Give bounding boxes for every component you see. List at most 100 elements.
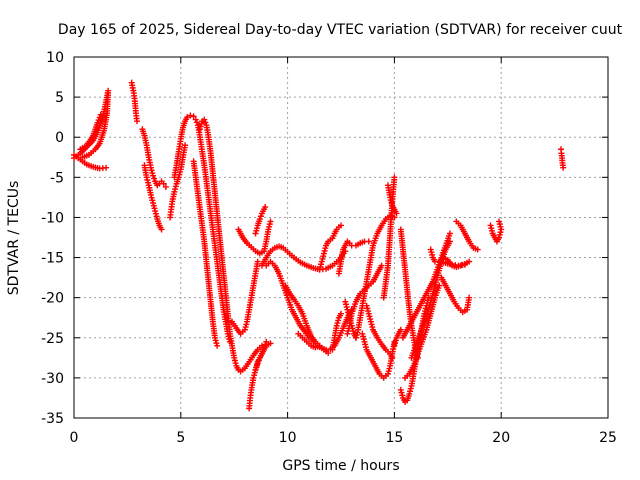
data-point [262,204,269,211]
data-point [338,222,344,229]
y-tick-label: -5 [50,170,64,186]
x-tick-label: 20 [492,430,510,446]
series-track [128,79,141,125]
data-point [190,113,197,120]
grid-lines [74,57,608,418]
data-point [214,342,221,349]
series-track [436,258,468,269]
data-point [150,172,157,179]
series-track [344,262,385,337]
y-tick-label: -15 [41,251,64,267]
series-track [329,310,344,353]
x-tick-label: 0 [70,430,79,446]
data-point [397,326,404,333]
series-track [263,258,355,353]
data-point [267,218,274,225]
data-point [338,310,344,317]
data-point [254,360,261,367]
series-track [141,162,165,233]
series-track [399,230,453,341]
data-point [103,164,110,171]
data-point [466,294,473,301]
axis-ticks: 10 5 0 -5 -10 -15 -20 -25 -30 -35 0 5 10 15 20 25 [41,50,617,446]
series-track [359,330,398,381]
data-point [365,238,372,245]
series-track [335,238,372,277]
data-point [391,174,398,181]
data-point [97,111,104,118]
x-axis-label: GPS time / hours [282,458,399,474]
data-point [158,226,165,233]
series-track [352,212,398,341]
y-tick-label: -10 [41,210,64,226]
data-point [256,216,263,223]
y-tick-label: -25 [41,331,64,347]
data-point [201,116,208,123]
series-track [197,116,265,375]
series-track [363,302,396,361]
data-point [160,180,167,187]
series-track [229,258,261,337]
data-point [496,218,503,225]
data-point [466,258,473,265]
series-track [77,111,104,153]
y-tick-label: 0 [55,130,64,146]
data-point [461,261,468,268]
data-point [393,210,400,217]
series-track [384,182,400,217]
data-point [202,119,209,126]
x-tick-label: 15 [385,430,403,446]
data-point [560,164,567,171]
series-track [252,340,274,373]
data-point [182,142,189,149]
data-point [325,350,332,357]
data-point [162,183,169,190]
series-track [71,87,112,162]
series-track [252,204,269,237]
series-track [558,146,567,171]
data-point [446,230,453,237]
x-tick-label: 10 [279,430,297,446]
series-track [391,326,404,349]
y-axis-label: SDTVAR / TECUs [6,181,22,296]
series-track [380,174,398,301]
x-tick-label: 5 [176,430,185,446]
y-tick-label: -30 [41,371,64,387]
data-point [134,118,141,125]
data-point [255,357,262,364]
data-point [193,119,200,126]
chart-title: Day 165 of 2025, Sidereal Day-to-day VTE… [58,22,623,38]
data-point [474,246,481,253]
series-track [453,218,481,253]
series-track [190,158,221,349]
series-track [438,274,473,316]
data-point [267,340,274,347]
series-track [167,142,189,221]
data-point [389,354,396,361]
data-point [436,282,443,289]
series-track [171,112,233,345]
data-point [378,262,385,269]
series-track [139,126,169,190]
y-tick-label: -35 [41,411,64,427]
y-tick-label: -20 [41,291,64,307]
series-track [282,282,332,357]
x-tick-label: 25 [599,430,617,446]
y-tick-label: 5 [55,90,64,106]
data-point [316,342,323,349]
data-point [254,258,261,265]
data-point [151,175,158,182]
series-track [295,330,323,351]
plot-frame [73,56,609,419]
data-point [257,213,264,220]
data-point [187,112,194,119]
y-tick-label: 10 [46,50,64,66]
data-point [192,116,199,123]
data-markers [71,79,567,412]
series-track [316,222,344,273]
series-track [487,218,505,245]
data-point [184,114,191,121]
series-track [235,218,274,257]
series-track [71,151,110,172]
